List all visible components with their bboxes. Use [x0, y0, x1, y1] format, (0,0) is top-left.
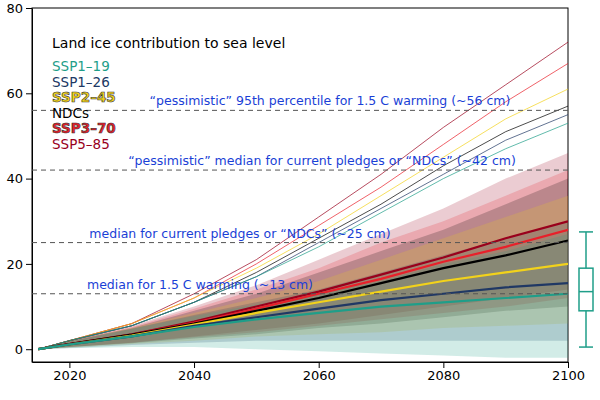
upper-line [38, 106, 568, 349]
annotation: median for current pledges or “NDCs” (~2… [89, 226, 390, 241]
y-tick-label: 80 [6, 1, 23, 16]
annotation: “pessimistic” median for current pledges… [128, 153, 516, 168]
legend-entry: SSP5–85 [52, 136, 110, 152]
legend: SSP1–19SSP1–26SSP2–45NDCsSSP3–70SSP5–85 [52, 58, 116, 152]
x-tick-label: 2100 [552, 368, 585, 383]
legend-entry: SSP1–26 [52, 74, 110, 90]
box-whisker-cap [579, 346, 593, 348]
box-plot [579, 232, 593, 347]
upper-line [38, 89, 568, 349]
median-line [38, 264, 568, 349]
upper-line [38, 63, 568, 349]
reference-line [32, 110, 568, 111]
title: Land ice contribution to sea level [52, 35, 285, 51]
median-line [38, 230, 568, 349]
x-tick: 2020 [53, 362, 86, 383]
x-tick-label: 2040 [178, 368, 211, 383]
y-tick-label: 60 [6, 86, 23, 101]
x-axis: 2020 2040 2060 2080 2100 [33, 362, 586, 383]
y-tick-label: 0 [15, 342, 23, 357]
plot-frame [32, 8, 568, 362]
y-tick-label: 40 [6, 171, 23, 186]
x-tick-mark [319, 362, 320, 368]
upper-line [38, 123, 568, 349]
reference-line [32, 170, 568, 171]
y-tick-mark [26, 349, 32, 350]
x-tick: 2080 [427, 362, 460, 383]
box-whisker-cap [579, 231, 593, 233]
y-axis: 0 20 40 60 80 [6, 1, 32, 363]
y-tick: 40 [6, 171, 32, 186]
x-tick: 2100 [552, 362, 585, 383]
median-line [38, 240, 568, 349]
y-tick-mark [26, 8, 32, 9]
legend-entry: SSP1–19 [52, 58, 110, 74]
x-axis-line [33, 362, 569, 363]
x-tick-label: 2060 [303, 368, 336, 383]
legend-entry: SSP2–45 [52, 89, 116, 105]
x-tick-mark [568, 362, 569, 368]
median-line [38, 283, 568, 349]
annotation: median for 1.5 C warming (~13 cm) [87, 277, 313, 292]
x-tick-label: 2080 [427, 368, 460, 383]
box-body [579, 268, 593, 311]
y-tick: 60 [6, 86, 32, 101]
y-tick: 20 [6, 257, 32, 272]
x-tick-mark [443, 362, 444, 368]
upper-line [38, 115, 568, 350]
legend-entry: NDCs [52, 105, 89, 121]
median-line [38, 221, 568, 349]
y-tick-label: 20 [6, 257, 23, 272]
reference-line [32, 242, 568, 243]
y-axis-line [32, 9, 33, 363]
upper-line [38, 42, 568, 349]
y-tick-mark [26, 264, 32, 265]
x-tick-mark [69, 362, 70, 368]
chart: 20202040206020802100020406080“pessimisti… [0, 0, 600, 400]
x-tick: 2040 [178, 362, 211, 383]
y-tick: 80 [6, 1, 32, 16]
y-tick: 0 [15, 342, 32, 357]
y-tick-mark [26, 93, 32, 94]
x-tick: 2060 [303, 362, 336, 383]
legend-entry: SSP3–70 [52, 120, 116, 136]
x-tick-label: 2020 [53, 368, 86, 383]
y-tick-mark [26, 179, 32, 180]
reference-line [32, 293, 568, 294]
plot-marks [32, 42, 568, 358]
box-median [579, 291, 593, 293]
x-tick-mark [194, 362, 195, 368]
median-line [38, 294, 568, 349]
annotation: “pessimistic” 95th percentile for 1.5 C … [150, 93, 511, 108]
